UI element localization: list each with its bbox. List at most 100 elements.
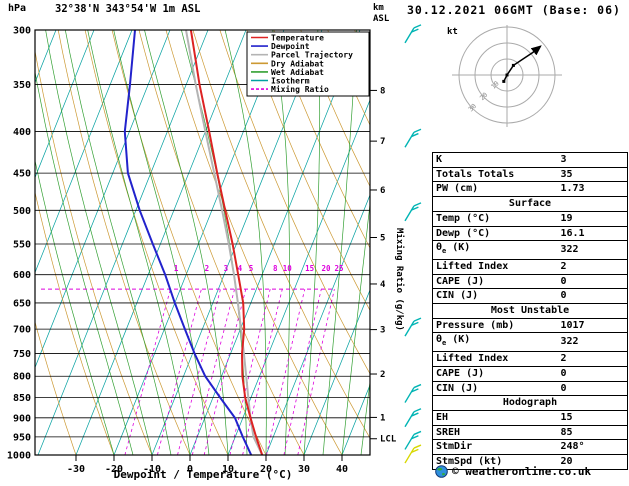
km-tick-label: 8 <box>380 86 385 96</box>
stat-label: SREH <box>432 424 558 441</box>
legend-label: Temperature <box>271 34 324 43</box>
stat-label: Dewp (°C) <box>432 225 558 242</box>
stat-label: CIN (J) <box>432 380 558 397</box>
table-row: CAPE (J) 0 <box>432 273 628 290</box>
pressure-tick-label: 700 <box>13 325 31 336</box>
pressure-tick-label: 750 <box>13 349 31 360</box>
km-tick-label: 2 <box>380 370 385 380</box>
stat-value: 1.73 <box>557 181 628 198</box>
hodograph-trace-point <box>505 73 509 77</box>
stat-label: θe (K) <box>432 240 558 260</box>
stat-value: 0 <box>557 273 628 290</box>
stat-label: StmDir <box>432 439 558 456</box>
stat-value: 2 <box>557 258 628 275</box>
stat-label: EH <box>432 409 558 426</box>
stat-value: 16.1 <box>557 225 628 242</box>
mixing-ratio-value-label: 2 <box>205 264 210 273</box>
stat-value: 322 <box>557 332 628 353</box>
stat-label: PW (cm) <box>432 181 558 198</box>
km-axis: 1 2 3 4 5 6 7 8 LCL <box>370 86 397 445</box>
station-title: 32°38'N 343°54'W 1m ASL <box>55 3 201 15</box>
table-row: EH 15 <box>432 409 628 426</box>
table-section-header-row: Surface <box>432 196 628 212</box>
km-tick-label: 3 <box>380 326 385 336</box>
table-row: PW (cm) 1.73 <box>432 181 628 198</box>
surface-wind-barb <box>404 444 422 464</box>
stat-value: 0 <box>557 288 628 305</box>
temp-tick-label: 30 <box>298 464 310 475</box>
temperature-axis-label: Dewpoint / Temperature (°C) <box>113 468 293 481</box>
temp-tick-label: 20 <box>260 464 272 475</box>
stat-label: CAPE (J) <box>432 273 558 290</box>
mixing-ratio-value-label: 3 <box>224 264 229 273</box>
stat-value: 3 <box>557 152 628 168</box>
table-section-header-row: Hodograph <box>432 395 628 411</box>
table-row: CIN (J) 0 <box>432 380 628 397</box>
altitude-axis-label-asl: ASL <box>373 14 390 24</box>
pressure-axis-unit-label: hPa <box>8 3 27 14</box>
stat-label: Pressure (mb) <box>432 317 558 334</box>
table-row: Dewp (°C) 16.1 <box>432 225 628 242</box>
temp-axis-ticks: -30 -20 -10 0 10 20 30 40 <box>67 455 348 475</box>
legend-label: Isotherm <box>271 77 310 86</box>
hodograph-ring-label: 10 <box>489 79 500 90</box>
wind-barb <box>404 24 422 44</box>
stat-value: 85 <box>557 424 628 441</box>
stat-value: 0 <box>557 365 628 382</box>
hodograph-ring <box>474 42 540 108</box>
pressure-tick-label: 450 <box>13 169 31 180</box>
stat-label: CIN (J) <box>432 288 558 305</box>
pressure-tick-label: 300 <box>13 26 31 37</box>
table-row: StmDir 248° <box>432 439 628 456</box>
hodograph-trace-point <box>502 79 506 83</box>
stat-value: 322 <box>557 240 628 260</box>
pressure-tick-label: 900 <box>13 413 31 424</box>
isotherm-lines <box>35 30 370 455</box>
table-row: StmSpd (kt) 20 <box>432 454 628 470</box>
mixing-ratio-lines <box>124 288 335 455</box>
mixing-ratio-value-label: 10 <box>283 264 293 273</box>
stat-label: Lifted Index <box>432 351 558 367</box>
altitude-axis-label-km: km <box>373 3 384 13</box>
section-header: Hodograph <box>432 395 628 411</box>
mixing-ratio-value-label: 15 <box>305 264 314 273</box>
legend-label: Parcel Trajectory <box>271 50 353 60</box>
pressure-tick-label: 350 <box>13 80 31 91</box>
stat-value: 1017 <box>557 317 628 334</box>
temperature-curve <box>189 30 264 455</box>
temp-tick-label: 10 <box>222 464 234 475</box>
pressure-tick-label: 1000 <box>7 451 31 462</box>
km-tick-label: 7 <box>380 137 385 147</box>
legend-label: Wet Adiabat <box>271 67 324 77</box>
table-row: Lifted Index 2 <box>432 258 628 275</box>
wind-barb <box>404 430 422 450</box>
stat-value: 15 <box>557 409 628 426</box>
mixing-ratio-value-label: 8 <box>273 264 278 273</box>
stat-label: θe (K) <box>432 332 558 353</box>
hodograph-ring <box>458 26 556 124</box>
wind-barb-column <box>404 24 422 464</box>
section-header: Surface <box>432 196 628 212</box>
copyright-link[interactable]: © weatheronline.co.uk <box>452 465 592 478</box>
altitude-axis-label: km ASL <box>373 3 389 25</box>
pressure-tick-label: 550 <box>13 239 31 250</box>
stats-table: K 3 Totals Totals 35 PW (cm) 1.73 Surface Temp … <box>432 152 628 470</box>
wind-barb <box>404 317 422 337</box>
plot-border <box>34 29 371 456</box>
hodograph-ring-label: 20 <box>478 91 489 102</box>
stat-value: 2 <box>557 351 628 367</box>
stats-table-body: K 3 Totals Totals 35 PW (cm) 1.73 Surface Temp … <box>432 152 628 470</box>
stat-label: Lifted Index <box>432 258 558 275</box>
temp-tick-label: -30 <box>67 464 85 475</box>
stat-value: 19 <box>557 210 628 227</box>
temp-tick-label: 0 <box>187 464 193 475</box>
mixing-ratio-value-label: 25 <box>334 264 343 273</box>
pressure-tick-label: 800 <box>13 372 31 383</box>
table-row: Totals Totals 35 <box>432 166 628 183</box>
pressure-tick-label: 850 <box>13 393 31 404</box>
mixing-ratio-value-label: 1 <box>174 264 179 273</box>
section-header: Most Unstable <box>432 303 628 319</box>
hodograph-ring-label: 30 <box>467 102 478 113</box>
stat-label: StmSpd (kt) <box>432 454 558 470</box>
